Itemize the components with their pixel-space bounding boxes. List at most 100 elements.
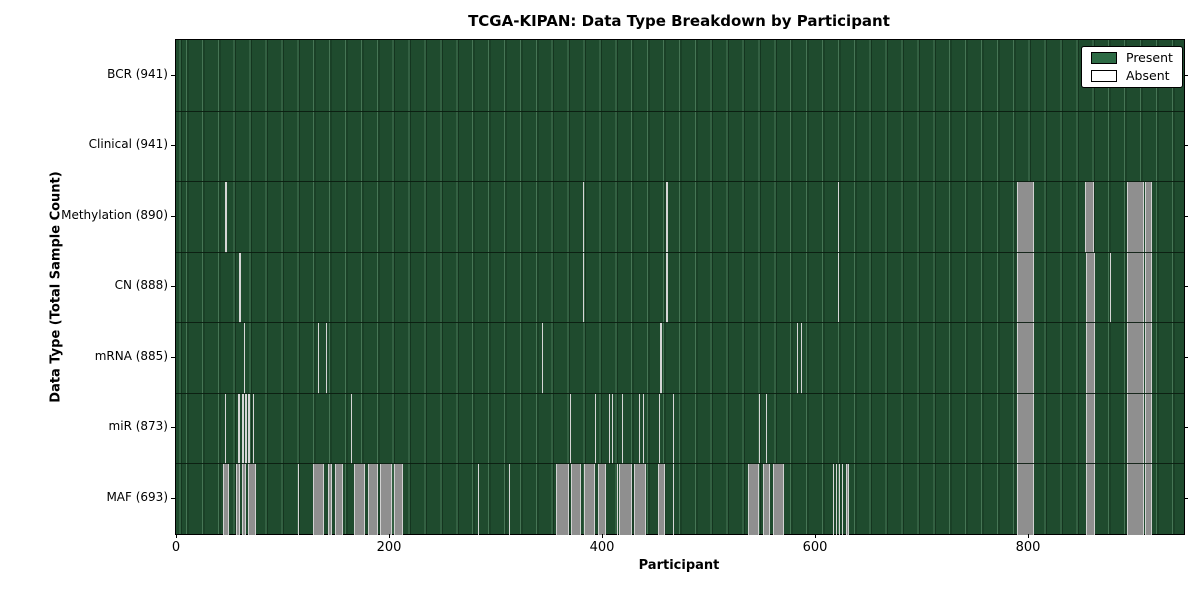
x-tick-label-400: 400 <box>589 540 615 555</box>
absent-stripe <box>235 464 240 535</box>
absent-stripe <box>582 182 584 253</box>
x-tick-mark <box>602 534 603 538</box>
absent-stripe <box>1126 394 1144 464</box>
y-tick-mark <box>1184 498 1188 499</box>
heatmap-row-bcr <box>176 40 1184 111</box>
y-tick-mark <box>1184 145 1188 146</box>
absent-stripe <box>665 182 668 253</box>
absent-stripe <box>252 394 254 464</box>
absent-stripe <box>245 394 248 464</box>
legend-label: Present <box>1126 50 1173 65</box>
y-tick-label-cn: CN (888) <box>114 278 168 292</box>
absent-stripe <box>1016 323 1034 394</box>
absent-stripe <box>842 464 844 535</box>
absent-stripe <box>225 394 227 464</box>
y-tick-mark <box>1184 357 1188 358</box>
absent-stripe <box>1016 394 1034 464</box>
absent-stripe <box>353 464 366 535</box>
y-tick-label-mrna: mRNA (885) <box>94 348 168 363</box>
absent-stripe <box>1144 464 1153 535</box>
absent-stripe <box>639 394 641 464</box>
absent-stripe <box>1016 253 1034 323</box>
absent-stripe <box>618 464 632 535</box>
absent-stripe <box>609 394 611 464</box>
absent-stripe <box>616 464 618 535</box>
absent-stripe <box>845 464 849 535</box>
legend-label: Absent <box>1126 67 1170 83</box>
absent-stripe <box>1126 253 1144 323</box>
heatmap-row-cn <box>176 252 1184 323</box>
y-tick-label-maf: MAF (693) <box>106 489 168 504</box>
y-tick-mark <box>171 286 175 287</box>
absent-stripe <box>1126 464 1144 535</box>
x-tick-mark <box>389 534 390 538</box>
absent-stripe <box>222 464 230 535</box>
legend: Present Absent <box>1081 46 1183 88</box>
x-tick-mark <box>1028 534 1029 538</box>
absent-stripe <box>1086 464 1095 535</box>
legend-entry-present: Present <box>1091 50 1173 65</box>
y-tick-label-clinical: Clinical (941) <box>88 137 168 151</box>
absent-stripe <box>800 323 802 394</box>
x-tick-mark <box>815 534 816 538</box>
absent-stripe <box>242 464 247 535</box>
absent-stripe <box>1144 323 1153 394</box>
x-tick-label-800: 800 <box>1015 540 1041 555</box>
absent-stripe <box>1016 464 1034 535</box>
y-tick-mark <box>171 145 175 146</box>
legend-entry-absent: Absent <box>1091 67 1173 83</box>
absent-stripe <box>313 464 324 535</box>
absent-stripe <box>1086 253 1095 323</box>
absent-stripe <box>1109 253 1111 323</box>
heatmap-row-mrna <box>176 322 1184 394</box>
y-tick-mark <box>1184 427 1188 428</box>
absent-stripe <box>244 323 246 394</box>
absent-stripe <box>380 464 393 535</box>
y-tick-mark <box>171 357 175 358</box>
absent-stripe <box>643 394 645 464</box>
absent-stripe <box>839 464 841 535</box>
heatmap-row-maf <box>176 463 1184 535</box>
plot-area: Present Absent <box>175 39 1185 535</box>
absent-stripe <box>248 394 251 464</box>
absent-stripe <box>350 394 352 464</box>
absent-stripe <box>556 464 569 535</box>
y-tick-mark <box>171 427 175 428</box>
absent-stripe <box>237 394 240 464</box>
absent-stripe <box>1144 253 1153 323</box>
absent-stripe <box>759 394 761 464</box>
absent-stripe <box>665 253 668 323</box>
absent-stripe <box>762 464 770 535</box>
absent-stripe <box>1126 323 1144 394</box>
absent-stripe <box>747 464 760 535</box>
absent-stripe <box>622 394 624 464</box>
y-tick-mark <box>171 498 175 499</box>
absent-stripe <box>838 182 840 253</box>
heatmap-row-methylation <box>176 181 1184 253</box>
absent-stripe <box>328 464 333 535</box>
absent-stripe <box>326 323 328 394</box>
absent-stripe <box>832 464 834 535</box>
absent-stripe <box>367 464 379 535</box>
absent-stripe <box>509 464 511 535</box>
absent-stripe <box>1086 323 1095 394</box>
absent-stripe <box>242 394 245 464</box>
y-tick-mark <box>1184 75 1188 76</box>
absent-stripe <box>1085 182 1094 253</box>
absent-stripe <box>765 394 767 464</box>
absent-stripe <box>394 464 403 535</box>
y-tick-mark <box>1184 286 1188 287</box>
y-tick-label-methylation: Methylation (890) <box>61 207 168 222</box>
heatmap-row-clinical <box>176 111 1184 182</box>
y-tick-mark <box>171 75 175 76</box>
absent-stripe <box>478 464 480 535</box>
absent-stripe <box>542 323 544 394</box>
absent-stripe <box>334 464 344 535</box>
absent-stripe <box>1144 182 1153 253</box>
absent-stripe <box>773 464 784 535</box>
absent-stripe <box>225 182 228 253</box>
absent-stripe <box>298 464 300 535</box>
legend-swatch-icon <box>1091 52 1117 65</box>
absent-stripe <box>658 464 665 535</box>
